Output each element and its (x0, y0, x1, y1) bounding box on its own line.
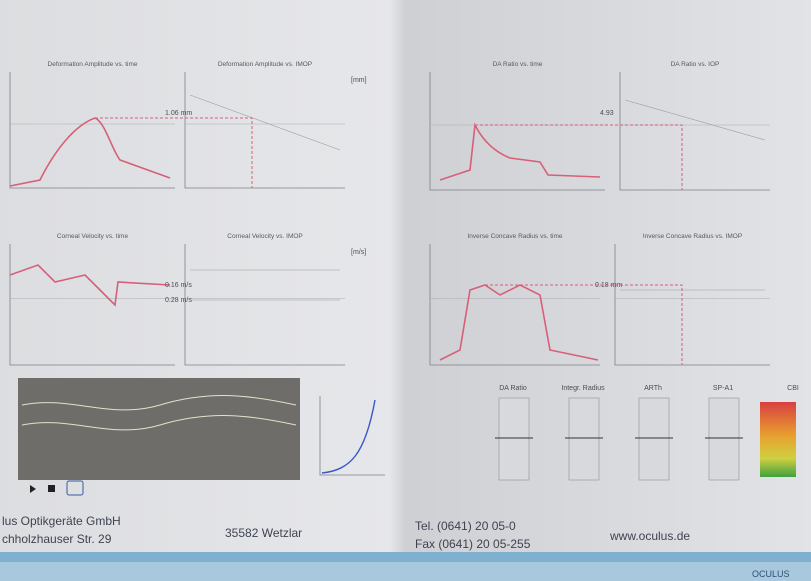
footer-stripe (0, 552, 811, 562)
bar-label: CBI (787, 385, 799, 392)
small-curve (321, 399, 376, 474)
panel-title: DA Ratio vs. time (493, 61, 543, 68)
panel-axes (184, 72, 345, 189)
annotation: 4.93 (600, 110, 614, 117)
small-axis (319, 396, 385, 476)
panel-axes (9, 244, 175, 366)
annotation: 0.18 mm (595, 282, 622, 289)
city: 35582 Wetzlar (225, 526, 302, 540)
panel-axes (9, 72, 175, 189)
panel-axes (614, 244, 770, 366)
bar-gauge (638, 397, 670, 481)
bar-gauge (708, 397, 740, 481)
panel-title: DA Ratio vs. IOP (671, 61, 720, 68)
street: chholzhauser Str. 29 (2, 532, 112, 546)
unit-label: [mm] (351, 77, 367, 84)
unit-label: [m/s] (351, 249, 366, 256)
panel-curve (9, 117, 171, 187)
panel-axes (619, 72, 770, 191)
panel-curve (9, 264, 171, 307)
panel-axes (429, 72, 605, 191)
tel: Tel. (0641) 20 05-0 (415, 519, 516, 533)
replay-button[interactable] (66, 480, 84, 496)
panel-title: Deformation Amplitude vs. time (48, 61, 138, 68)
video-frame (18, 378, 300, 480)
panel-title: Deformation Amplitude vs. IMOP (218, 61, 312, 68)
fax: Fax (0641) 20 05-255 (415, 537, 531, 551)
web: www.oculus.de (609, 529, 690, 543)
panel-axes (429, 244, 600, 366)
company: lus Optikgeräte GmbH (2, 514, 121, 528)
annotation: 0.16 m/s (165, 282, 192, 289)
panel-title: Inverse Concave Radius vs. IMOP (643, 233, 742, 240)
bar-label: DA Ratio (499, 385, 527, 392)
logo: OCULUS (752, 569, 790, 579)
dash-link (95, 117, 683, 365)
bar-gauge (568, 397, 600, 481)
panel-axes (184, 244, 345, 366)
bar-label: SP-A1 (713, 385, 733, 392)
panel-title: Inverse Concave Radius vs. time (467, 233, 562, 240)
panel-title: Corneal Velocity vs. IMOP (227, 233, 303, 240)
panel-curve (189, 94, 341, 151)
annotation: 1.06 mm (165, 110, 192, 117)
video-cornea (21, 395, 297, 431)
cbi-bar (760, 402, 796, 477)
player-controls (30, 485, 55, 493)
panel-title: Corneal Velocity vs. time (57, 233, 129, 240)
panel-curve (439, 284, 599, 361)
panel-curve (624, 99, 766, 141)
bar-gauge (498, 397, 530, 481)
annotation: 0.28 m/s (165, 297, 192, 304)
panel-curve (190, 269, 340, 301)
bar-label: Integr. Radius (561, 385, 605, 392)
bar-label: ARTh (644, 385, 662, 392)
